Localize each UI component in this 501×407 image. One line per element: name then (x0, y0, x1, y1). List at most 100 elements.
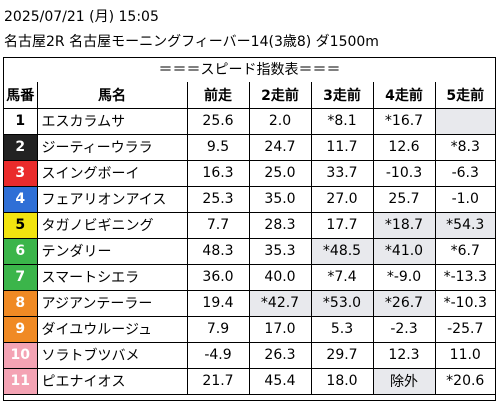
speed-index-cell: -10.3 (372, 159, 436, 187)
speed-index-cell: *8.1 (310, 107, 374, 135)
speed-index-cell: 24.7 (248, 133, 312, 161)
horse-number-badge: 9 (4, 315, 38, 343)
speed-index-cell: 18.0 (310, 367, 374, 395)
horse-number-badge: 4 (4, 185, 38, 213)
speed-index-cell: -6.3 (434, 159, 495, 187)
speed-index-cell: 25.6 (186, 107, 250, 135)
col-header-last-race: 前走 (186, 82, 250, 109)
speed-index-cell: 12.6 (372, 133, 436, 161)
col-header-5-races-ago: 5走前 (434, 82, 495, 109)
speed-index-cell: 25.7 (372, 185, 436, 213)
speed-index-cell: *7.4 (310, 263, 374, 291)
horse-name-cell: アジアンテーラー (36, 289, 188, 317)
speed-index-cell: *42.7 (248, 289, 312, 317)
section-title: ＝＝＝スピード指数表＝＝＝ (158, 62, 341, 78)
speed-index-cell: 11.7 (310, 133, 374, 161)
col-header-3-races-ago: 3走前 (310, 82, 374, 109)
speed-index-cell: 17.7 (310, 211, 374, 239)
speed-index-cell: 除外 (372, 367, 436, 395)
speed-index-cell: *-10.3 (434, 289, 495, 317)
speed-index-cell: *6.7 (434, 237, 495, 265)
horse-name-cell: タガノビギニング (36, 211, 188, 239)
speed-index-cell: 45.4 (248, 367, 312, 395)
speed-index-cell: 36.0 (186, 263, 250, 291)
speed-index-cell: 33.7 (310, 159, 374, 187)
speed-index-cell: *53.0 (310, 289, 374, 317)
speed-index-cell: 7.9 (186, 315, 250, 343)
speed-index-cell: 2.0 (248, 107, 312, 135)
speed-index-cell: 9.5 (186, 133, 250, 161)
speed-index-cell: 12.3 (372, 341, 436, 369)
speed-index-cell: 5.3 (310, 315, 374, 343)
horse-name-cell: スマートシエラ (36, 263, 188, 291)
speed-index-cell: -25.7 (434, 315, 495, 343)
speed-index-cell: 26.3 (248, 341, 312, 369)
table-row: 6 テンダリー 48.3 35.3 *48.5 *41.0 *6.7 (4, 237, 495, 265)
speed-index-cell (434, 107, 495, 135)
horse-name-cell: ダイユウルージュ (36, 315, 188, 343)
speed-index-cell: 29.7 (310, 341, 374, 369)
speed-index-cell: 7.7 (186, 211, 250, 239)
horse-number-badge: 1 (4, 107, 38, 135)
table-row: 8 アジアンテーラー 19.4 *42.7 *53.0 *26.7 *-10.3 (4, 289, 495, 317)
speed-index-cell: -1.0 (434, 185, 495, 213)
table-row: 1 エスカラムサ 25.6 2.0 *8.1 *16.7 (4, 107, 495, 135)
speed-index-cell: 19.4 (186, 289, 250, 317)
horse-number-badge: 7 (4, 263, 38, 291)
horse-number-badge: 10 (4, 341, 38, 369)
speed-index-cell: 25.3 (186, 185, 250, 213)
speed-index-cell: -2.3 (372, 315, 436, 343)
speed-index-cell: 25.0 (248, 159, 312, 187)
horse-number-badge: 2 (4, 133, 38, 161)
speed-index-cell: *-13.3 (434, 263, 495, 291)
speed-index-cell: 35.3 (248, 237, 312, 265)
speed-index-cell: 48.3 (186, 237, 250, 265)
speed-index-cell: *16.7 (372, 107, 436, 135)
speed-index-cell: 16.3 (186, 159, 250, 187)
date-time-text: 2025/07/21 (月) 15:05 (4, 9, 159, 25)
speed-index-cell: 11.0 (434, 341, 495, 369)
speed-index-cell: 17.0 (248, 315, 312, 343)
speed-index-cell: *48.5 (310, 237, 374, 265)
col-header-4-races-ago: 4走前 (372, 82, 436, 109)
col-header-2-races-ago: 2走前 (248, 82, 312, 109)
horse-name-cell: テンダリー (36, 237, 188, 265)
speed-index-cell: *54.3 (434, 211, 495, 239)
speed-index-cell: *26.7 (372, 289, 436, 317)
horse-number-badge: 6 (4, 237, 38, 265)
speed-index-cell: 28.3 (248, 211, 312, 239)
horse-name-cell: フェアリオンアイス (36, 185, 188, 213)
col-header-horse-name: 馬名 (36, 82, 188, 109)
horse-name-cell: ソラトブツバメ (36, 341, 188, 369)
speed-index-panel: ＝＝＝スピード指数表＝＝＝ 馬番 馬名 前走 2走前 3走前 4走前 5走前 1… (3, 57, 496, 401)
horse-name-cell: ジーティーウララ (36, 133, 188, 161)
table-row: 7 スマートシエラ 36.0 40.0 *7.4 *-9.0 *-13.3 (4, 263, 495, 291)
speed-index-cell: *18.7 (372, 211, 436, 239)
horse-name-cell: ピエナイオス (36, 367, 188, 395)
horse-number-badge: 8 (4, 289, 38, 317)
table-row: 3 スイングボーイ 16.3 25.0 33.7 -10.3 -6.3 (4, 159, 495, 187)
table-row: 11 ピエナイオス 21.7 45.4 18.0 除外 *20.6 (4, 367, 495, 395)
table-row: 10 ソラトブツバメ -4.9 26.3 29.7 12.3 11.0 (4, 341, 495, 369)
horse-number-badge: 11 (4, 367, 38, 395)
speed-index-cell: *41.0 (372, 237, 436, 265)
speed-index-cell: 21.7 (186, 367, 250, 395)
speed-index-cell: *20.6 (434, 367, 495, 395)
speed-index-cell: 27.0 (310, 185, 374, 213)
speed-index-cell: *8.3 (434, 133, 495, 161)
speed-index-cell: 40.0 (248, 263, 312, 291)
speed-index-cell: 35.0 (248, 185, 312, 213)
table-row: 5 タガノビギニング 7.7 28.3 17.7 *18.7 *54.3 (4, 211, 495, 239)
speed-index-table: 馬番 馬名 前走 2走前 3走前 4走前 5走前 1 エスカラムサ 25.6 2.0 *… (4, 82, 495, 395)
horse-name-cell: スイングボーイ (36, 159, 188, 187)
speed-index-cell: -4.9 (186, 341, 250, 369)
col-header-number: 馬番 (4, 82, 38, 109)
speed-index-cell: *-9.0 (372, 263, 436, 291)
table-row: 9 ダイユウルージュ 7.9 17.0 5.3 -2.3 -25.7 (4, 315, 495, 343)
table-row: 2 ジーティーウララ 9.5 24.7 11.7 12.6 *8.3 (4, 133, 495, 161)
horse-number-badge: 5 (4, 211, 38, 239)
table-row: 4 フェアリオンアイス 25.3 35.0 27.0 25.7 -1.0 (4, 185, 495, 213)
race-info-text: 名古屋2R 名古屋モーニングフィーバー14(3歳8) ダ1500m (4, 34, 379, 50)
horse-number-badge: 3 (4, 159, 38, 187)
horse-name-cell: エスカラムサ (36, 107, 188, 135)
